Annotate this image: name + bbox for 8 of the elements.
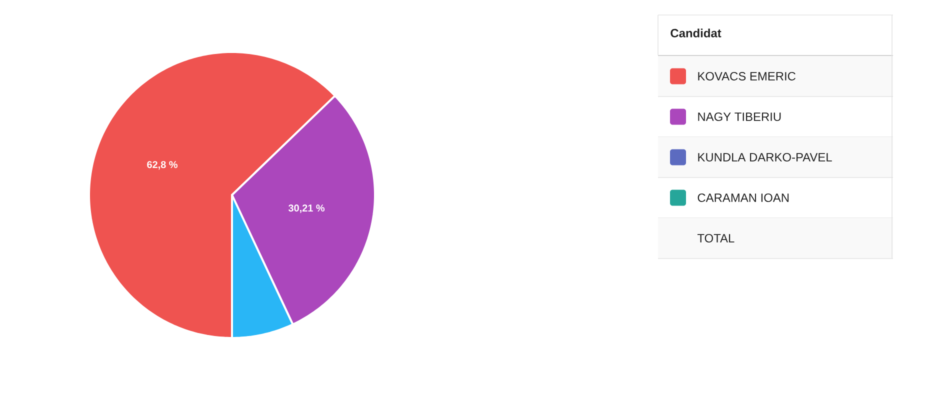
data-label: 30,21 % [288,204,325,214]
legend-label: NAGY TIBERIU [698,112,781,121]
text: TOTAL [697,234,734,242]
legend-title: Candidat [670,28,722,38]
data-label: 62,8 % [147,161,178,170]
legend-label: CARAMAN IOAN [698,194,789,202]
legend-label: KUNDLA DARKO-PAVEL [698,153,832,162]
legend-label: KOVACS EMERIC [698,72,796,80]
